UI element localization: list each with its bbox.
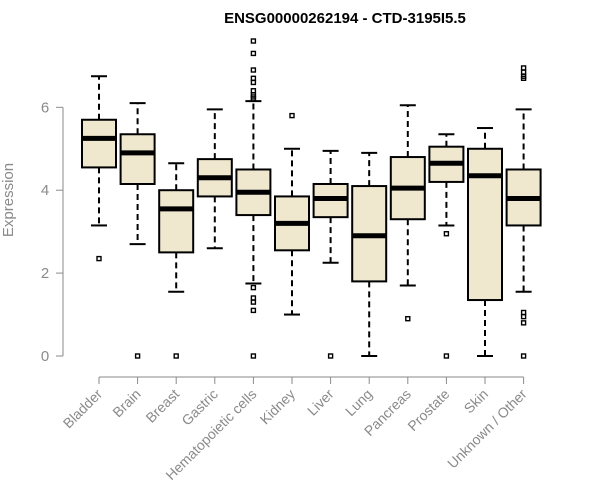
outlier-point xyxy=(520,353,527,359)
x-tick-label: Prostate xyxy=(404,386,452,434)
x-tick-label: Breast xyxy=(142,386,182,426)
x-tick-label: Brain xyxy=(109,386,143,420)
box-group xyxy=(158,162,195,359)
box-group xyxy=(235,38,272,359)
outlier-point xyxy=(520,309,527,316)
box-group xyxy=(467,127,503,357)
box xyxy=(158,189,195,254)
outlier-point xyxy=(250,284,257,291)
outlier-point xyxy=(520,320,527,326)
x-tick-label: Kidney xyxy=(257,386,299,428)
outlier-point xyxy=(250,75,257,82)
outlier-point xyxy=(443,231,450,237)
outlier-point xyxy=(520,313,527,320)
outlier-point xyxy=(289,112,295,119)
outlier-point xyxy=(250,38,257,44)
y-tick-label: 4 xyxy=(41,182,49,199)
x-tick-label: Skin xyxy=(461,386,492,417)
outlier-point xyxy=(405,315,411,322)
y-tick-label: 2 xyxy=(41,265,49,282)
outlier-point xyxy=(134,353,141,359)
outlier-point xyxy=(250,88,257,94)
outlier-point xyxy=(520,65,527,71)
box-group xyxy=(428,133,465,359)
plot-area xyxy=(81,38,542,359)
outlier-point xyxy=(327,353,334,359)
box-group xyxy=(196,108,233,250)
outlier-point xyxy=(250,295,257,301)
box-group xyxy=(119,102,156,359)
box-group xyxy=(274,112,310,316)
outlier-point xyxy=(173,353,179,359)
x-tick-label: Liver xyxy=(304,386,337,419)
outlier-point xyxy=(96,255,102,262)
chart-title: ENSG00000262194 - CTD-3195I5.5 xyxy=(224,10,466,27)
x-tick-label: Bladder xyxy=(60,386,106,432)
box xyxy=(467,147,503,302)
outlier-point xyxy=(250,79,257,86)
outlier-point xyxy=(250,307,257,314)
outlier-point xyxy=(520,69,527,75)
outlier-point xyxy=(250,299,257,305)
y-tick-label: 6 xyxy=(41,99,49,116)
x-tick-label: Lung xyxy=(342,386,375,419)
box-group xyxy=(351,151,388,357)
box xyxy=(119,133,156,185)
box-group xyxy=(389,104,426,322)
outlier-point xyxy=(443,353,450,359)
box xyxy=(81,118,117,169)
outlier-point xyxy=(250,67,257,73)
y-axis-label: Expression xyxy=(0,163,17,237)
box-group xyxy=(505,65,542,359)
box-group xyxy=(312,149,349,359)
y-tick-label: 0 xyxy=(41,348,49,365)
outlier-point xyxy=(250,353,257,359)
y-axis: 0 2 4 6 xyxy=(41,99,64,365)
outlier-point xyxy=(250,50,257,57)
box-group xyxy=(81,75,117,262)
